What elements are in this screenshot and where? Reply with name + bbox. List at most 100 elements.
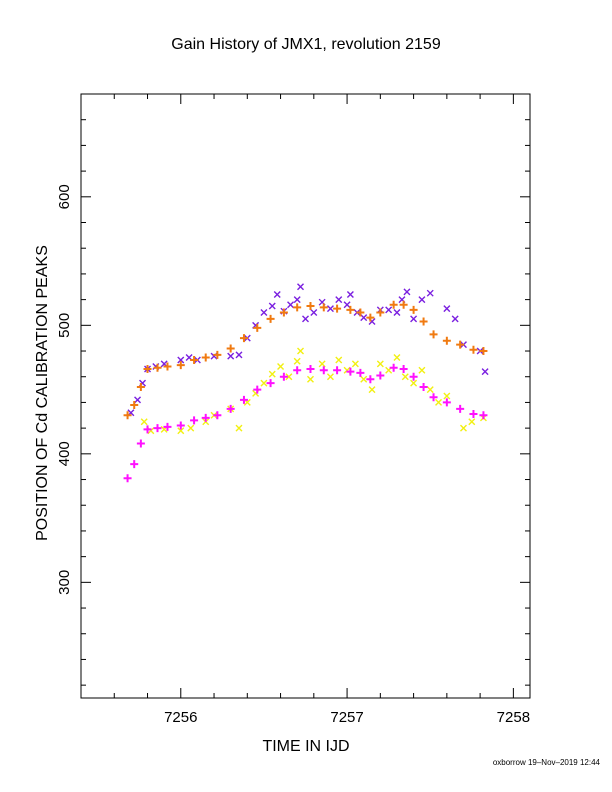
- data-point-series-2: [376, 308, 385, 317]
- data-point-series-1: [360, 314, 368, 322]
- x-tick-label: 7256: [164, 709, 197, 726]
- data-point-series-1: [235, 351, 243, 359]
- data-point-series-2: [123, 411, 132, 420]
- data-point-series-3: [268, 370, 276, 378]
- data-point-series-3: [360, 375, 368, 383]
- data-point-series-2: [333, 304, 342, 313]
- data-point-series-4: [399, 365, 408, 374]
- data-point-series-2: [239, 334, 248, 343]
- data-point-series-1: [451, 315, 459, 323]
- data-point-series-3: [401, 373, 409, 381]
- data-point-series-2: [399, 300, 408, 309]
- y-tick-label: 300: [56, 570, 73, 595]
- data-point-series-1: [385, 306, 393, 314]
- data-point-series-2: [226, 344, 235, 353]
- data-point-series-2: [346, 305, 355, 314]
- data-point-series-4: [346, 367, 355, 376]
- data-point-series-2: [153, 363, 162, 372]
- data-point-series-2: [469, 345, 478, 354]
- data-point-series-1: [418, 296, 426, 304]
- data-point-series-4: [356, 368, 365, 377]
- data-point-series-1: [177, 356, 185, 364]
- data-point-series-2: [176, 361, 185, 370]
- data-point-series-1: [393, 308, 401, 316]
- data-point-series-3: [410, 379, 418, 387]
- data-point-series-2: [429, 330, 438, 339]
- data-point-series-1: [268, 302, 276, 310]
- data-point-series-4: [442, 398, 451, 407]
- plot-frame: [80, 93, 531, 699]
- data-point-series-2: [163, 362, 172, 371]
- data-point-series-2: [319, 303, 328, 312]
- data-point-series-3: [426, 386, 434, 394]
- x-axis-label: TIME IN IJD: [262, 738, 350, 755]
- data-point-series-3: [187, 424, 195, 432]
- data-point-series-4: [389, 363, 398, 372]
- data-point-series-1: [403, 288, 411, 296]
- data-point-series-3: [443, 392, 451, 400]
- data-point-series-1: [287, 301, 295, 309]
- data-point-series-1: [293, 296, 301, 304]
- data-point-series-1: [346, 290, 354, 298]
- data-point-series-4: [123, 474, 132, 483]
- data-point-series-2: [389, 300, 398, 309]
- data-point-series-1: [273, 290, 281, 298]
- data-point-series-1: [443, 305, 451, 313]
- x-tick-label: 7257: [330, 709, 363, 726]
- data-point-series-4: [429, 393, 438, 402]
- data-point-series-2: [143, 365, 152, 374]
- data-point-series-1: [297, 283, 305, 291]
- data-point-series-4: [409, 372, 418, 381]
- data-point-series-2: [409, 305, 418, 314]
- data-point-series-2: [419, 317, 428, 326]
- data-point-series-2: [266, 314, 275, 323]
- data-point-series-4: [456, 404, 465, 413]
- data-point-series-4: [226, 404, 235, 413]
- data-point-series-3: [368, 386, 376, 394]
- data-point-series-3: [435, 398, 443, 406]
- y-tick-label: 500: [56, 313, 73, 338]
- data-point-series-2: [442, 336, 451, 345]
- data-point-series-2: [190, 356, 199, 365]
- data-point-series-4: [419, 383, 428, 392]
- data-point-series-3: [351, 360, 359, 368]
- data-point-series-1: [343, 301, 351, 309]
- data-point-series-4: [279, 372, 288, 381]
- data-point-series-4: [253, 385, 262, 394]
- data-point-series-4: [266, 379, 275, 388]
- data-point-series-4: [201, 413, 210, 422]
- data-point-series-2: [479, 347, 488, 356]
- data-point-series-3: [285, 373, 293, 381]
- data-point-series-3: [376, 360, 384, 368]
- data-point-series-3: [459, 424, 467, 432]
- data-point-series-1: [326, 305, 334, 313]
- data-point-series-3: [326, 373, 334, 381]
- data-point-series-3: [418, 366, 426, 374]
- data-point-series-1: [302, 315, 309, 323]
- y-tick-label: 400: [56, 441, 73, 466]
- data-point-series-3: [335, 356, 343, 364]
- data-point-series-2: [136, 383, 145, 392]
- data-point-series-3: [277, 362, 285, 370]
- data-point-series-2: [213, 350, 222, 359]
- data-point-series-1: [426, 289, 434, 297]
- data-point-series-1: [227, 352, 235, 360]
- data-point-series-4: [366, 375, 375, 384]
- data-point-series-2: [356, 308, 365, 317]
- footer-credit: oxborrow 19–Nov–2019 12:44: [492, 758, 600, 767]
- data-point-series-4: [163, 422, 172, 431]
- data-point-series-1: [410, 315, 418, 323]
- data-point-series-4: [333, 366, 342, 375]
- data-point-series-2: [293, 303, 302, 312]
- data-point-series-3: [468, 418, 476, 426]
- data-point-series-4: [213, 411, 222, 420]
- data-point-series-3: [235, 424, 243, 432]
- data-point-series-4: [136, 439, 145, 448]
- data-point-series-4: [293, 366, 302, 375]
- data-point-series-3: [393, 353, 401, 361]
- data-point-series-2: [456, 340, 465, 349]
- data-point-series-2: [253, 323, 262, 332]
- data-point-series-3: [177, 427, 185, 435]
- y-tick-label: 600: [56, 184, 73, 209]
